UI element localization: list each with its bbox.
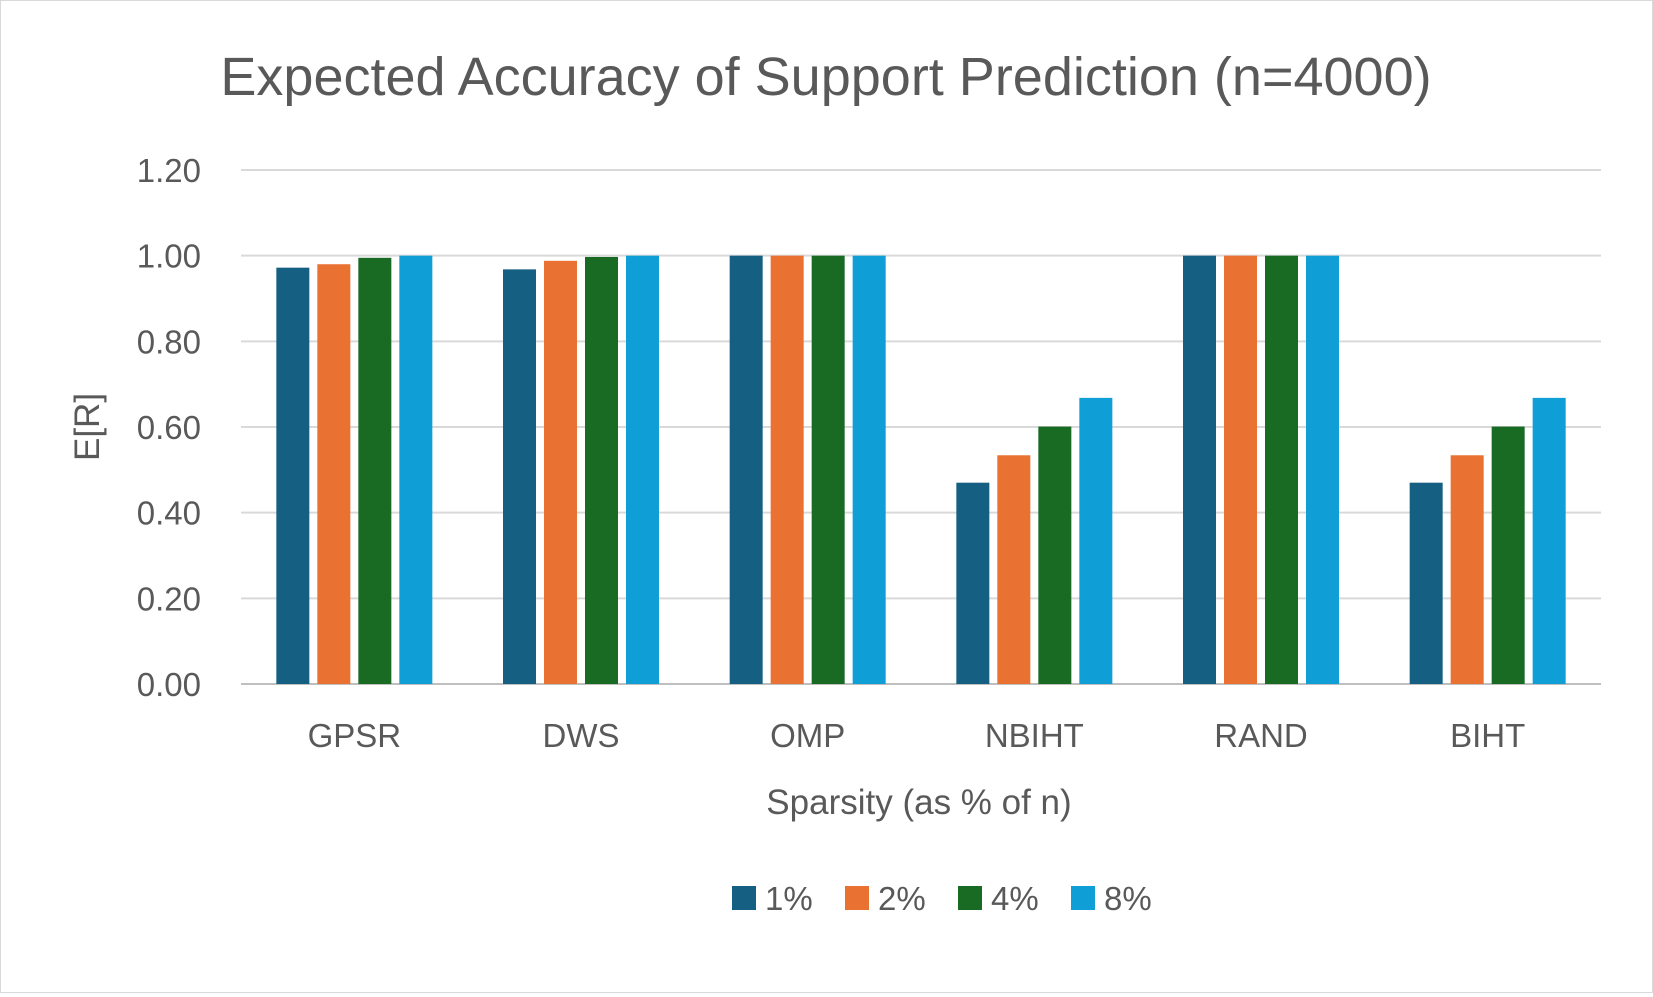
bar-dws-1pct [503,269,536,684]
y-tick-label: 0.20 [137,580,201,617]
y-tick-label: 0.80 [137,323,201,360]
bar-omp-8pct [852,255,886,684]
legend-label: 2% [878,880,926,917]
legend-label: 8% [1104,880,1152,917]
bar-gpsr-8pct [399,255,433,684]
legend-item: 4% [958,880,1039,917]
x-axis-label: Sparsity (as % of n) [766,783,1071,822]
bar-nbiht-8pct [1079,397,1113,684]
bar-rand-2pct [1224,255,1257,684]
x-axis-ticks: GPSR DWS OMP NBIHT RAND BIHT [308,717,1526,754]
y-axis-label: E[R] [68,393,107,461]
x-tick-label: GPSR [308,717,402,754]
bar-nbiht-4pct [1038,426,1072,684]
legend-swatch [1071,886,1095,910]
legend-swatch [732,886,756,910]
bar-biht-4pct [1491,426,1525,684]
bar-biht-1pct [1409,482,1443,684]
bar-dws-8pct [626,255,659,684]
y-axis-ticks: 0.00 0.20 0.40 0.60 0.80 1.00 1.20 [137,152,201,703]
bar-dws-4pct [585,256,618,684]
bar-omp-4pct [811,255,845,684]
bar-gpsr-2pct [317,264,351,684]
bar-nbiht-2pct [997,455,1031,684]
bar-rand-4pct [1265,255,1298,684]
y-tick-label: 1.00 [137,238,201,275]
bar-omp-2pct [770,255,804,684]
x-tick-label: DWS [543,717,620,754]
legend-item: 8% [1071,880,1152,917]
y-tick-label: 0.60 [137,409,201,446]
bar-gpsr-4pct [358,257,392,684]
x-tick-label: OMP [770,717,845,754]
x-tick-label: NBIHT [985,717,1084,754]
legend-swatch [845,886,869,910]
chart-title: Expected Accuracy of Support Prediction … [220,47,1431,107]
y-tick-label: 1.20 [137,152,201,189]
legend-item: 2% [845,880,926,917]
bar-rand-8pct [1306,255,1339,684]
bar-rand-1pct [1183,255,1216,684]
legend-item: 1% [732,880,813,917]
bar-nbiht-1pct [956,482,990,684]
legend-label: 1% [765,880,813,917]
bar-biht-2pct [1450,455,1484,684]
gridlines [241,169,1601,685]
x-tick-label: BIHT [1450,717,1525,754]
legend: 1% 2% 4% 8% [732,880,1152,917]
bars [276,255,1566,684]
bar-dws-2pct [544,260,577,684]
y-tick-label: 0.00 [137,666,201,703]
legend-label: 4% [991,880,1039,917]
bar-gpsr-1pct [276,267,310,684]
y-tick-label: 0.40 [137,495,201,532]
bar-omp-1pct [729,255,763,684]
x-tick-label: RAND [1214,717,1308,754]
legend-swatch [958,886,982,910]
bar-biht-8pct [1532,397,1566,684]
